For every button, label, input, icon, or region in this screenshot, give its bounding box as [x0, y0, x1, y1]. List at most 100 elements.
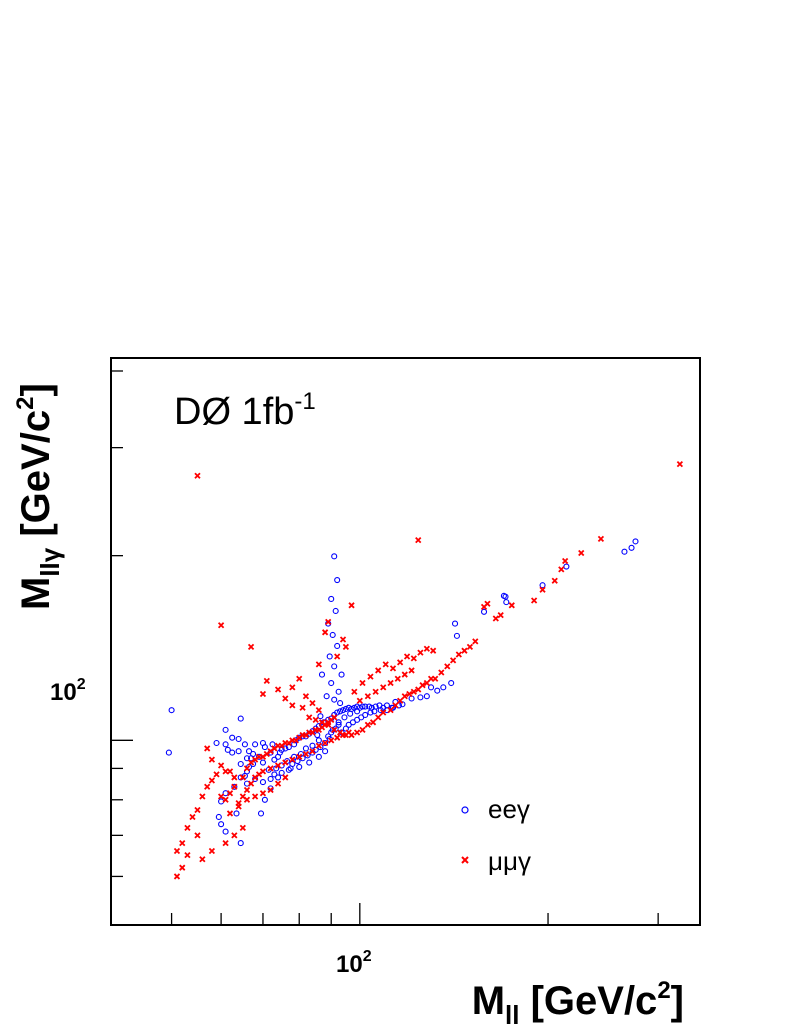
- y-axis-ticks: [111, 370, 133, 926]
- data-point-mumu: [194, 472, 201, 479]
- data-point-ee: [222, 726, 229, 733]
- data-point-ee: [259, 759, 267, 766]
- data-point-ee: [332, 607, 339, 615]
- data-point-mumu: [213, 771, 220, 778]
- data-point-mumu: [312, 716, 319, 723]
- data-point-ee: [434, 687, 441, 694]
- data-point-mumu: [247, 643, 255, 651]
- data-point-mumu: [375, 714, 382, 721]
- data-point-ee: [440, 684, 447, 691]
- data-point-mumu: [289, 684, 296, 691]
- data-point-mumu: [243, 796, 251, 803]
- data-point-ee: [317, 713, 324, 720]
- data-point-ee: [448, 679, 455, 687]
- data-point-mumu: [472, 638, 479, 645]
- data-point-mumu: [359, 726, 366, 734]
- data-point-ee: [291, 753, 298, 760]
- data-point-mumu: [562, 557, 569, 565]
- data-point-mumu: [410, 688, 417, 695]
- data-point-mumu: [380, 684, 387, 691]
- experiment-annotation: DØ 1fb-1: [174, 388, 316, 433]
- data-point-ee: [408, 695, 415, 702]
- data-point-ee: [341, 714, 348, 721]
- data-point-mumu: [331, 714, 338, 721]
- data-point-mumu: [444, 663, 451, 670]
- data-point-ee: [168, 707, 175, 714]
- data-point-ee: [285, 744, 292, 751]
- data-point-ee: [241, 741, 248, 748]
- data-point-mumu: [345, 729, 352, 736]
- data-point-mumu: [217, 622, 225, 629]
- data-point-mumu: [348, 602, 355, 609]
- data-point-mumu: [401, 693, 408, 700]
- data-point-mumu: [247, 780, 255, 787]
- data-point-ee: [261, 744, 268, 751]
- data-point-mumu: [331, 726, 338, 734]
- data-point-mumu: [226, 768, 234, 775]
- data-point-mumu: [449, 657, 457, 664]
- data-point-ee: [222, 790, 229, 797]
- data-point-ee: [621, 548, 628, 555]
- data-point-ee: [451, 620, 459, 627]
- data-point-mumu: [432, 675, 439, 682]
- data-point-mumu: [387, 707, 394, 714]
- data-point-ee: [271, 756, 278, 763]
- data-point-mumu: [299, 704, 306, 711]
- data-point-ee: [252, 741, 259, 748]
- data-point-ee: [231, 783, 238, 790]
- legend-label-ee: eeγ: [488, 794, 530, 824]
- data-point-mumu: [415, 686, 422, 693]
- data-point-ee: [339, 707, 347, 714]
- data-point-mumu: [389, 665, 397, 672]
- legend-marker-mumu: [461, 856, 469, 864]
- data-point-ee: [229, 749, 236, 756]
- data-point-mumu: [289, 702, 296, 709]
- data-point-mumu: [222, 796, 229, 803]
- data-point-mumu: [364, 721, 371, 728]
- data-point-mumu: [497, 611, 504, 619]
- data-point-mumu: [189, 813, 196, 821]
- data-point-mumu: [351, 688, 358, 695]
- data-point-mumu: [282, 759, 289, 766]
- data-point-ee: [322, 739, 329, 747]
- data-point-ee: [342, 725, 349, 732]
- data-point-ee: [335, 688, 342, 695]
- data-point-mumu: [173, 873, 181, 880]
- data-point-ee: [271, 771, 278, 778]
- data-point-ee: [362, 711, 369, 718]
- data-point-mumu: [328, 737, 335, 744]
- data-point-ee: [338, 671, 345, 678]
- data-point-ee: [329, 631, 336, 639]
- data-point-mumu: [396, 697, 404, 704]
- data-point-ee: [296, 734, 303, 741]
- data-point-ee: [323, 693, 330, 700]
- data-point-ee: [328, 595, 335, 603]
- data-point-mumu: [334, 653, 341, 660]
- data-point-ee: [334, 577, 341, 584]
- data-point-ee: [371, 708, 378, 715]
- data-point-mumu: [403, 653, 411, 660]
- data-point-ee: [328, 679, 335, 687]
- data-point-mumu: [369, 719, 377, 726]
- data-point-mumu: [530, 597, 538, 604]
- data-point-mumu: [204, 745, 211, 752]
- data-point-mumu: [372, 688, 379, 695]
- data-point-mumu: [184, 851, 191, 859]
- data-point-ee: [296, 763, 303, 770]
- data-point-mumu: [296, 753, 303, 760]
- plot-frame: [110, 357, 701, 926]
- data-point-mumu: [539, 586, 546, 593]
- data-point-mumu: [321, 739, 329, 747]
- data-point-ee: [257, 810, 265, 817]
- data-point-mumu: [282, 695, 289, 702]
- legend: eeγ μμγ: [461, 794, 531, 876]
- data-point-mumu: [296, 675, 303, 682]
- data-point-ee: [563, 563, 570, 570]
- legend-label-mumu: μμγ: [488, 846, 531, 876]
- data-point-mumu: [364, 693, 371, 700]
- data-points: [165, 460, 684, 880]
- data-point-ee: [289, 760, 296, 768]
- data-point-mumu: [558, 566, 565, 573]
- data-point-ee: [250, 750, 257, 758]
- data-point-mumu: [356, 697, 363, 704]
